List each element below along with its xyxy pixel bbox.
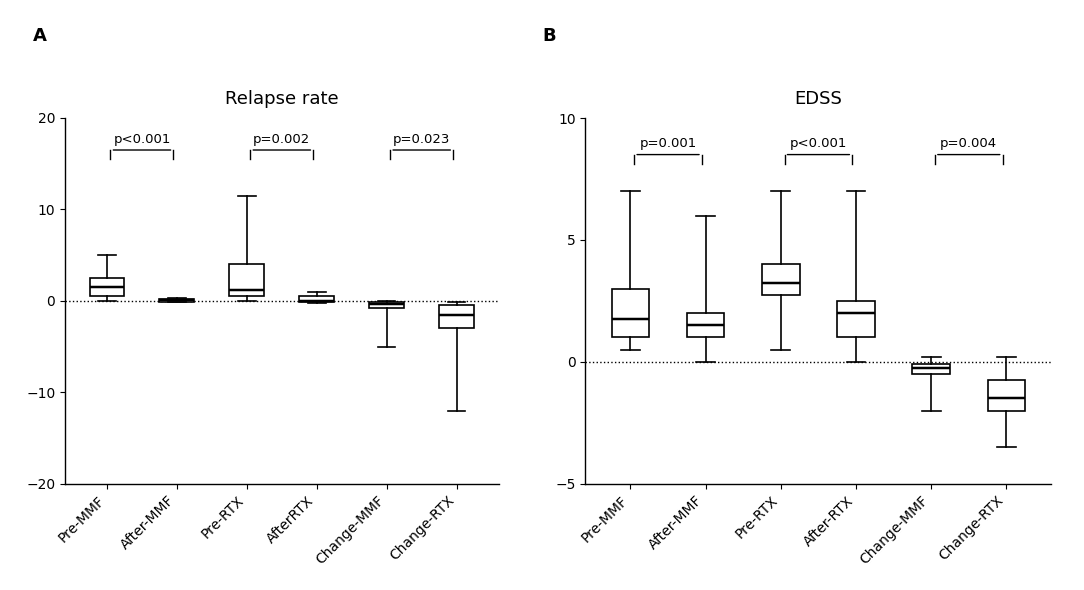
PathPatch shape <box>439 306 474 328</box>
Text: p=0.023: p=0.023 <box>393 133 450 146</box>
PathPatch shape <box>762 264 800 295</box>
PathPatch shape <box>299 296 334 302</box>
PathPatch shape <box>159 299 194 302</box>
Text: p=0.004: p=0.004 <box>940 137 997 150</box>
PathPatch shape <box>230 264 264 296</box>
PathPatch shape <box>611 289 649 337</box>
Text: p=0.001: p=0.001 <box>640 137 697 150</box>
PathPatch shape <box>687 313 724 337</box>
Text: p<0.001: p<0.001 <box>114 133 170 146</box>
PathPatch shape <box>837 301 875 337</box>
PathPatch shape <box>988 380 1025 411</box>
Text: p=0.002: p=0.002 <box>254 133 310 146</box>
PathPatch shape <box>370 302 404 308</box>
Title: EDSS: EDSS <box>795 90 842 108</box>
PathPatch shape <box>90 278 125 296</box>
Text: A: A <box>33 27 47 45</box>
PathPatch shape <box>913 364 950 374</box>
Title: Relapse rate: Relapse rate <box>225 90 338 108</box>
Text: B: B <box>542 27 556 45</box>
Text: p<0.001: p<0.001 <box>790 137 847 150</box>
